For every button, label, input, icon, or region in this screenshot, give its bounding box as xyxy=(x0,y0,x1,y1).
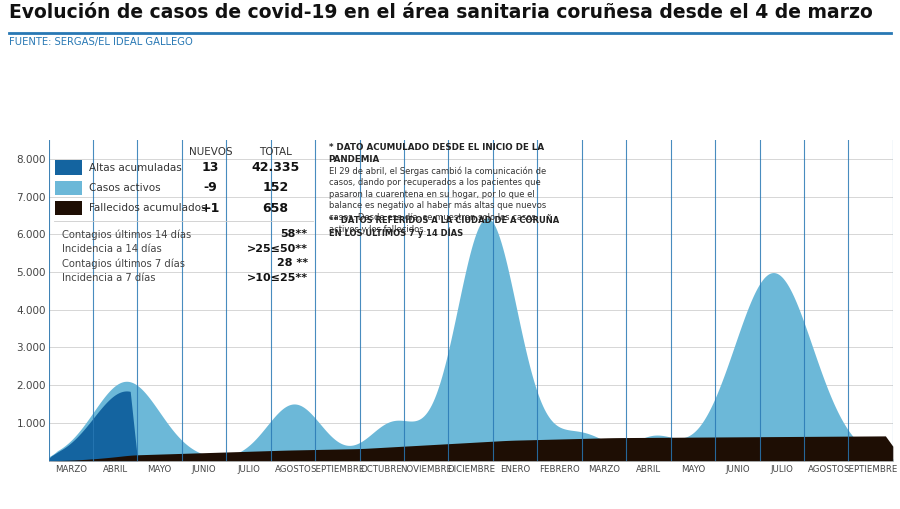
Text: OCTUBRE: OCTUBRE xyxy=(361,126,403,135)
Text: Fallecidos acumulados: Fallecidos acumulados xyxy=(89,203,207,213)
Text: NOVIEMBRE: NOVIEMBRE xyxy=(400,126,453,135)
Text: JULIO: JULIO xyxy=(237,126,261,135)
Text: Contagios últimos 7 días: Contagios últimos 7 días xyxy=(62,258,185,269)
Text: Evolución de casos de covid-19 en el área sanitaria coruñesa desde el 4 de marzo: Evolución de casos de covid-19 en el áre… xyxy=(9,3,873,21)
Text: TOTAL: TOTAL xyxy=(259,147,292,157)
Text: NUEVOS: NUEVOS xyxy=(189,147,232,157)
Text: * DATO ACUMULADO DESDE EL INICIO DE LA
PANDEMIA: * DATO ACUMULADO DESDE EL INICIO DE LA P… xyxy=(328,144,544,164)
Text: FEBRERO: FEBRERO xyxy=(539,126,580,135)
Text: >25≤50**: >25≤50** xyxy=(247,244,308,254)
Text: MAYO: MAYO xyxy=(680,126,706,135)
Text: ** DATOS REFERIDOS A LA CIUDAD DE A CORUÑA
EN LOS ÚLTIMOS 7 y 14 DÍAS: ** DATOS REFERIDOS A LA CIUDAD DE A CORU… xyxy=(328,216,559,238)
Text: ABRIL: ABRIL xyxy=(635,126,662,135)
Text: +1: +1 xyxy=(201,202,220,215)
Text: 58**: 58** xyxy=(281,229,308,239)
Text: El 29 de abril, el Sergas cambió la comunicación de
casos, dando por recuperados: El 29 de abril, el Sergas cambió la comu… xyxy=(328,166,546,234)
Text: ABRIL: ABRIL xyxy=(102,126,129,135)
Text: 42.335: 42.335 xyxy=(251,161,300,174)
Text: SEPTIEMBRE: SEPTIEMBRE xyxy=(842,126,899,135)
Text: JUNIO: JUNIO xyxy=(191,126,217,135)
Text: Altas acumuladas: Altas acumuladas xyxy=(89,162,182,173)
Text: Casos activos: Casos activos xyxy=(89,183,161,193)
FancyBboxPatch shape xyxy=(56,181,83,195)
Text: FUENTE: SERGAS/EL IDEAL GALLEGO: FUENTE: SERGAS/EL IDEAL GALLEGO xyxy=(9,37,193,47)
Text: Incidencia a 7 días: Incidencia a 7 días xyxy=(62,273,156,283)
Text: 152: 152 xyxy=(262,181,289,194)
Text: AGOSTO: AGOSTO xyxy=(274,126,311,135)
Text: SEPTIEMBRE: SEPTIEMBRE xyxy=(309,126,365,135)
Text: DICIEMBRE: DICIEMBRE xyxy=(446,126,495,135)
Text: 13: 13 xyxy=(202,161,220,174)
Text: MAYO: MAYO xyxy=(147,126,173,135)
Text: 28 **: 28 ** xyxy=(276,258,308,268)
Text: Contagios últimos 14 días: Contagios últimos 14 días xyxy=(62,229,192,240)
Text: >10≤25**: >10≤25** xyxy=(247,273,308,283)
Text: JULIO: JULIO xyxy=(770,126,794,135)
FancyBboxPatch shape xyxy=(56,160,83,175)
Text: -9: -9 xyxy=(203,181,218,194)
Text: AGOSTO: AGOSTO xyxy=(807,126,845,135)
Text: 658: 658 xyxy=(263,202,288,215)
FancyBboxPatch shape xyxy=(56,201,83,215)
Text: Incidencia a 14 días: Incidencia a 14 días xyxy=(62,244,162,254)
Text: JUNIO: JUNIO xyxy=(724,126,751,135)
Text: MARZO: MARZO xyxy=(54,126,87,135)
Text: MARZO: MARZO xyxy=(588,126,620,135)
Text: ENERO: ENERO xyxy=(500,126,530,135)
